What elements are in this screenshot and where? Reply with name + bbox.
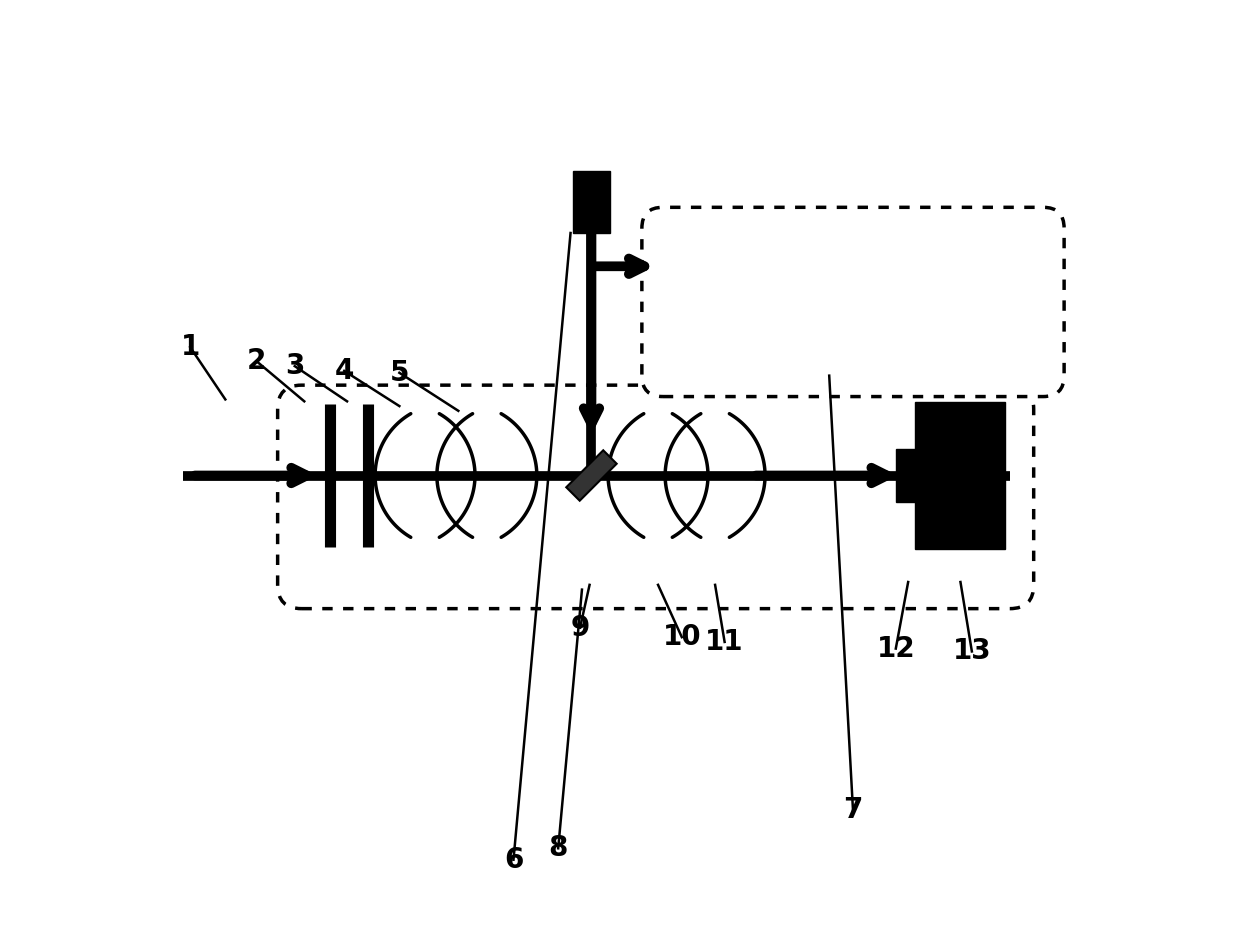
Polygon shape	[567, 450, 616, 501]
FancyBboxPatch shape	[573, 171, 610, 233]
Text: 7: 7	[843, 796, 863, 825]
Text: 9: 9	[570, 613, 590, 642]
Text: 10: 10	[662, 623, 701, 651]
Text: 5: 5	[389, 359, 409, 387]
FancyBboxPatch shape	[895, 450, 916, 502]
FancyBboxPatch shape	[915, 401, 1006, 550]
Text: 2: 2	[247, 347, 267, 376]
Text: 12: 12	[877, 634, 915, 663]
Text: 8: 8	[548, 834, 568, 863]
Text: 13: 13	[952, 637, 991, 666]
Text: 11: 11	[706, 628, 744, 656]
Text: 1: 1	[181, 333, 200, 361]
FancyBboxPatch shape	[642, 207, 1064, 397]
Text: 4: 4	[335, 357, 353, 385]
Text: 6: 6	[503, 845, 523, 874]
Text: 3: 3	[285, 352, 305, 380]
